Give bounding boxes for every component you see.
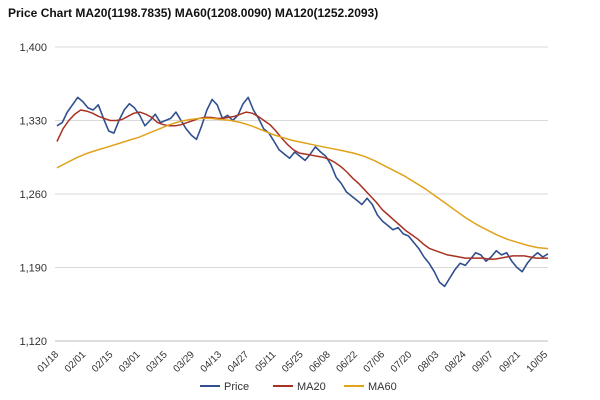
y-tick-label: 1,120 — [19, 336, 47, 348]
x-tick-label: 09/07 — [470, 349, 496, 375]
x-tick-label: 04/13 — [199, 349, 225, 375]
x-tick-label: 06/08 — [307, 349, 333, 375]
x-tick-label: 02/15 — [90, 349, 116, 375]
legend-label-ma60: MA60 — [368, 381, 397, 393]
y-tick-label: 1,330 — [19, 116, 47, 128]
chart-title: Price Chart MA20(1198.7835) MA60(1208.00… — [8, 6, 379, 20]
y-tick-label: 1,260 — [19, 189, 47, 201]
x-tick-label: 06/22 — [334, 349, 360, 375]
series-line-ma20 — [56, 109, 548, 260]
series-line-price — [56, 96, 549, 288]
series-line-ma60 — [56, 117, 549, 250]
x-tick-label: 08/03 — [416, 349, 442, 375]
x-tick-label: 03/01 — [117, 349, 143, 375]
x-tick-label: 10/05 — [525, 349, 551, 375]
y-tick-label: 1,190 — [19, 263, 47, 275]
y-tick-label: 1,400 — [19, 42, 47, 54]
x-tick-label: 01/18 — [36, 349, 62, 375]
x-tick-label: 02/01 — [63, 349, 89, 375]
legend-label-ma20: MA20 — [297, 381, 326, 393]
x-tick-label: 07/06 — [362, 349, 388, 375]
x-tick-label: 09/21 — [497, 349, 523, 375]
x-tick-label: 03/29 — [171, 349, 197, 375]
x-tick-label: 07/20 — [389, 349, 415, 375]
x-tick-label: 05/25 — [280, 349, 306, 375]
x-tick-label: 05/11 — [253, 349, 278, 374]
x-tick-label: 04/27 — [226, 349, 252, 375]
legend-label-price: Price — [224, 381, 249, 393]
x-tick-label: 03/15 — [144, 349, 170, 375]
x-tick-label: 08/24 — [443, 349, 469, 375]
